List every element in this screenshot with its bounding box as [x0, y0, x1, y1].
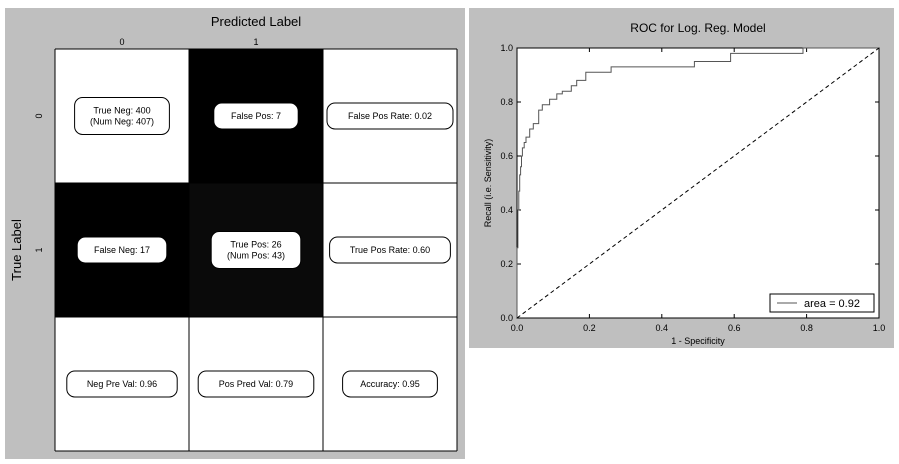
roc-y-tick-label: 0.6: [500, 151, 513, 161]
roc-ylabel: Recall (i.e. Sensitivity): [483, 139, 493, 228]
cm-cell-label: False Pos Rate: 0.02: [348, 111, 432, 121]
cm-cell-label: False Pos: 7: [231, 111, 281, 121]
roc-curve: [516, 47, 879, 318]
roc-chart: ROC for Log. Reg. Model 0.0 0.2 0.4 0.6 0.8 1.…: [483, 21, 886, 346]
cm-cell-label-box: [329, 236, 451, 264]
roc-legend-label: area = 0.92: [804, 298, 860, 310]
cm-cell-label-box: [197, 370, 315, 398]
roc-panel: ROC for Log. Reg. Model 0.0 0.2 0.4 0.6 0.8 1.…: [469, 8, 894, 348]
roc-x-tick-label: 0.8: [800, 323, 813, 333]
cm-cell-label: True Pos: 26 (Num Pos: 43): [227, 240, 285, 261]
roc-y-tick-label: 0.0: [500, 313, 513, 323]
cm-cell-label: Neg Pre Val: 0.96: [87, 379, 157, 389]
roc-legend-box: [769, 293, 875, 313]
cm-ylabel: True Label: [9, 219, 24, 281]
roc-xlabel: 1 - Specificity: [671, 336, 725, 346]
cm-x-tick-label: 0: [119, 37, 124, 47]
cm-title: Predicted Label: [211, 14, 301, 29]
cm-cell-label-box: [76, 236, 168, 264]
cm-cell-label: Pos Pred Val: 0.79: [219, 379, 293, 389]
confusion-matrix-panel: Predicted Label True Label 0 1 0 1 True Neg: 4…: [5, 8, 465, 459]
roc-y-tick-label: 1.0: [500, 43, 513, 53]
confusion-matrix-chart: Predicted Label True Label 0 1 0 1 True Neg: 4…: [9, 14, 458, 452]
roc-y-tick-label: 0.4: [500, 205, 513, 215]
cm-cell-label: Accuracy: 0.95: [360, 379, 420, 389]
cm-cell-label-box: [326, 102, 454, 130]
cm-cell-label-box: [74, 97, 170, 135]
cm-cell-label-box: [213, 102, 299, 130]
roc-x-tick-label: 0.2: [583, 323, 596, 333]
cm-cell-label-box: [342, 370, 438, 398]
roc-y-tick-label: 0.8: [500, 97, 513, 107]
cm-cell-label-box: [66, 370, 178, 398]
roc-y-tick-label: 0.2: [500, 259, 513, 269]
cm-y-tick-label: 0: [34, 113, 44, 118]
cm-x-tick-label: 1: [253, 37, 258, 47]
roc-x-tick-label: 1.0: [873, 323, 886, 333]
cm-cell-label: True Pos Rate: 0.60: [350, 245, 430, 255]
roc-x-tick-label: 0.0: [511, 323, 524, 333]
roc-chance-line: [516, 47, 880, 319]
cm-cell-label-box: [210, 231, 302, 269]
cm-cell-label: False Neg: 17: [94, 245, 150, 255]
roc-title: ROC for Log. Reg. Model: [630, 21, 765, 35]
roc-x-tick-label: 0.4: [656, 323, 669, 333]
cm-y-tick-label: 1: [34, 247, 44, 252]
roc-x-tick-label: 0.6: [728, 323, 741, 333]
cm-cell-label: True Neg: 400 (Num Neg: 407): [90, 106, 154, 127]
